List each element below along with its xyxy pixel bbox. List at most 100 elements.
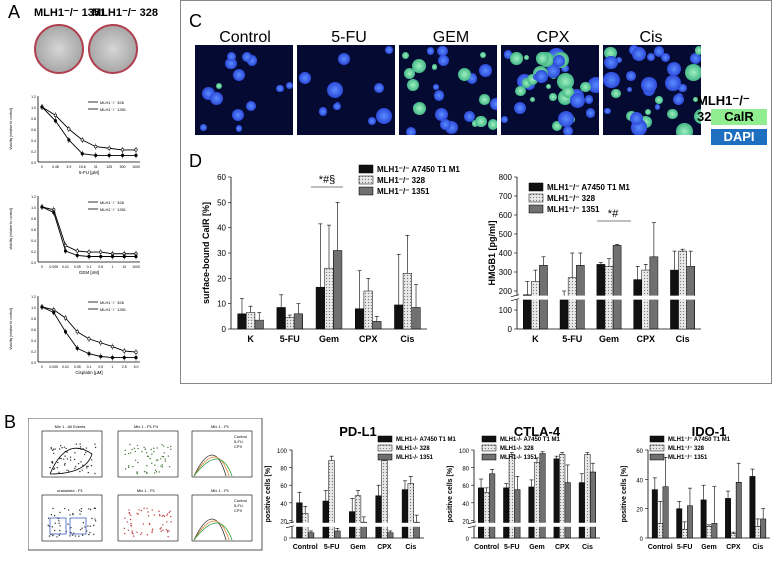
cell-nucleus	[672, 93, 684, 105]
y-axis-label: positive cells [%]	[265, 466, 272, 523]
category-label: Cis	[752, 544, 763, 551]
category-label: Control	[293, 544, 318, 551]
y-tick-label: 1.0	[31, 106, 36, 110]
calr-stain-legend: CalR	[711, 109, 767, 125]
bar	[514, 489, 521, 539]
x-tick-label: 1	[112, 265, 114, 269]
event-dot	[148, 522, 151, 525]
bar	[478, 487, 485, 539]
event-dot	[60, 457, 62, 460]
y-axis-label: Viability [relative to control]	[9, 108, 13, 150]
panel-c-d-frame: C Control 5-FU GEM CPX Cis MLH1⁻/⁻ 328 C…	[180, 0, 772, 384]
cell-nucleus	[439, 119, 451, 131]
bar	[483, 491, 490, 539]
y-axis-label: positive cells [%]	[621, 466, 628, 523]
x-tick-label: 0.1	[87, 365, 92, 369]
category-label: Gem	[319, 334, 339, 344]
data-point	[87, 352, 91, 356]
event-dot	[136, 512, 138, 515]
bar	[681, 528, 688, 539]
legend-label: MLH1⁻/⁻ A7450 T1 M1	[377, 165, 460, 174]
cell-nucleus	[245, 101, 256, 112]
event-dot	[153, 472, 156, 474]
data-point	[53, 113, 58, 117]
event-dot	[64, 463, 66, 465]
panel-a-label: A	[8, 2, 21, 22]
legend-label: MLH1-/- 328	[396, 446, 430, 452]
event-dot	[94, 507, 97, 510]
cell-nucleus	[685, 64, 701, 81]
category-label: Cis	[400, 334, 414, 344]
cell-nucleus	[479, 64, 492, 78]
cell-nucleus	[588, 77, 599, 93]
event-dot	[69, 456, 72, 458]
event-dot	[59, 457, 61, 460]
event-dot	[74, 465, 77, 468]
y-tick-label: 0	[640, 537, 644, 543]
event-dot	[161, 464, 163, 466]
event-dot	[63, 464, 66, 466]
y-tick-label: 20	[462, 519, 469, 525]
event-dot	[128, 466, 130, 469]
bar	[687, 505, 693, 539]
condition-label-cpx: CPX	[536, 29, 570, 46]
event-dot	[166, 531, 169, 533]
cell-nucleus	[406, 78, 420, 92]
cell-nucleus	[437, 45, 448, 57]
event-dot	[53, 452, 55, 455]
data-point	[75, 346, 79, 350]
event-dot	[140, 532, 143, 534]
data-point	[94, 144, 98, 149]
legend-swatch	[358, 186, 374, 196]
legend-swatch	[649, 435, 665, 443]
data-point	[134, 254, 138, 259]
flow-plot-title: Mix 1 - P1	[211, 488, 230, 493]
y-tick-label: 0.8	[31, 217, 36, 221]
micrograph-cis	[603, 45, 701, 135]
category-label: CPX	[359, 334, 378, 344]
legend-label: MLH1⁻/⁻ 1351	[100, 207, 127, 212]
event-dot	[94, 472, 96, 475]
y-tick-label: 60	[217, 173, 226, 182]
event-dot	[146, 534, 148, 536]
bar	[564, 482, 571, 539]
data-point	[63, 243, 68, 248]
event-dot	[52, 507, 54, 510]
cell-nucleus	[546, 64, 561, 79]
event-dot	[59, 525, 61, 527]
legend-label: MLH1⁻/⁻ 1351	[668, 455, 708, 461]
cell-nucleus	[641, 77, 657, 93]
category-label: 5-FU	[562, 334, 582, 344]
y-tick-label: 0.2	[31, 250, 36, 254]
category-label: 5-FU	[324, 544, 340, 551]
legend-label: MLH1-/- A7450 T1 M1	[396, 437, 456, 443]
cell-nucleus	[333, 102, 341, 111]
bar	[700, 499, 707, 539]
category-label: CPX	[637, 334, 656, 344]
category-label: Gem	[350, 544, 366, 551]
event-dot	[59, 511, 61, 514]
event-dot	[94, 520, 97, 522]
y-tick-label: 0.6	[31, 328, 36, 332]
cell-nucleus	[503, 50, 513, 60]
category-label: Cis	[582, 544, 593, 551]
axis-break-mark	[285, 525, 295, 529]
legend-label: MLH1⁻/⁻ 328	[377, 176, 426, 185]
data-point	[134, 356, 138, 360]
dapi-stain-legend: DAPI	[711, 129, 767, 145]
cell-nucleus	[209, 92, 223, 106]
event-dot	[158, 510, 160, 512]
condition-label-cis: Cis	[639, 29, 663, 46]
chart-title: IDO-1	[692, 424, 727, 439]
cell-nucleus	[526, 73, 539, 86]
event-dot	[143, 470, 146, 473]
cell-nucleus	[471, 120, 479, 127]
data-point	[87, 250, 91, 254]
bar	[662, 486, 669, 539]
y-tick-label: 40	[280, 502, 287, 508]
legend-label: MLH1-/- 1351	[396, 455, 434, 461]
event-dot	[132, 465, 134, 468]
event-dot	[60, 445, 62, 447]
bar	[324, 267, 334, 330]
flow-plot-title: Mix 1 - All Events	[55, 424, 86, 429]
